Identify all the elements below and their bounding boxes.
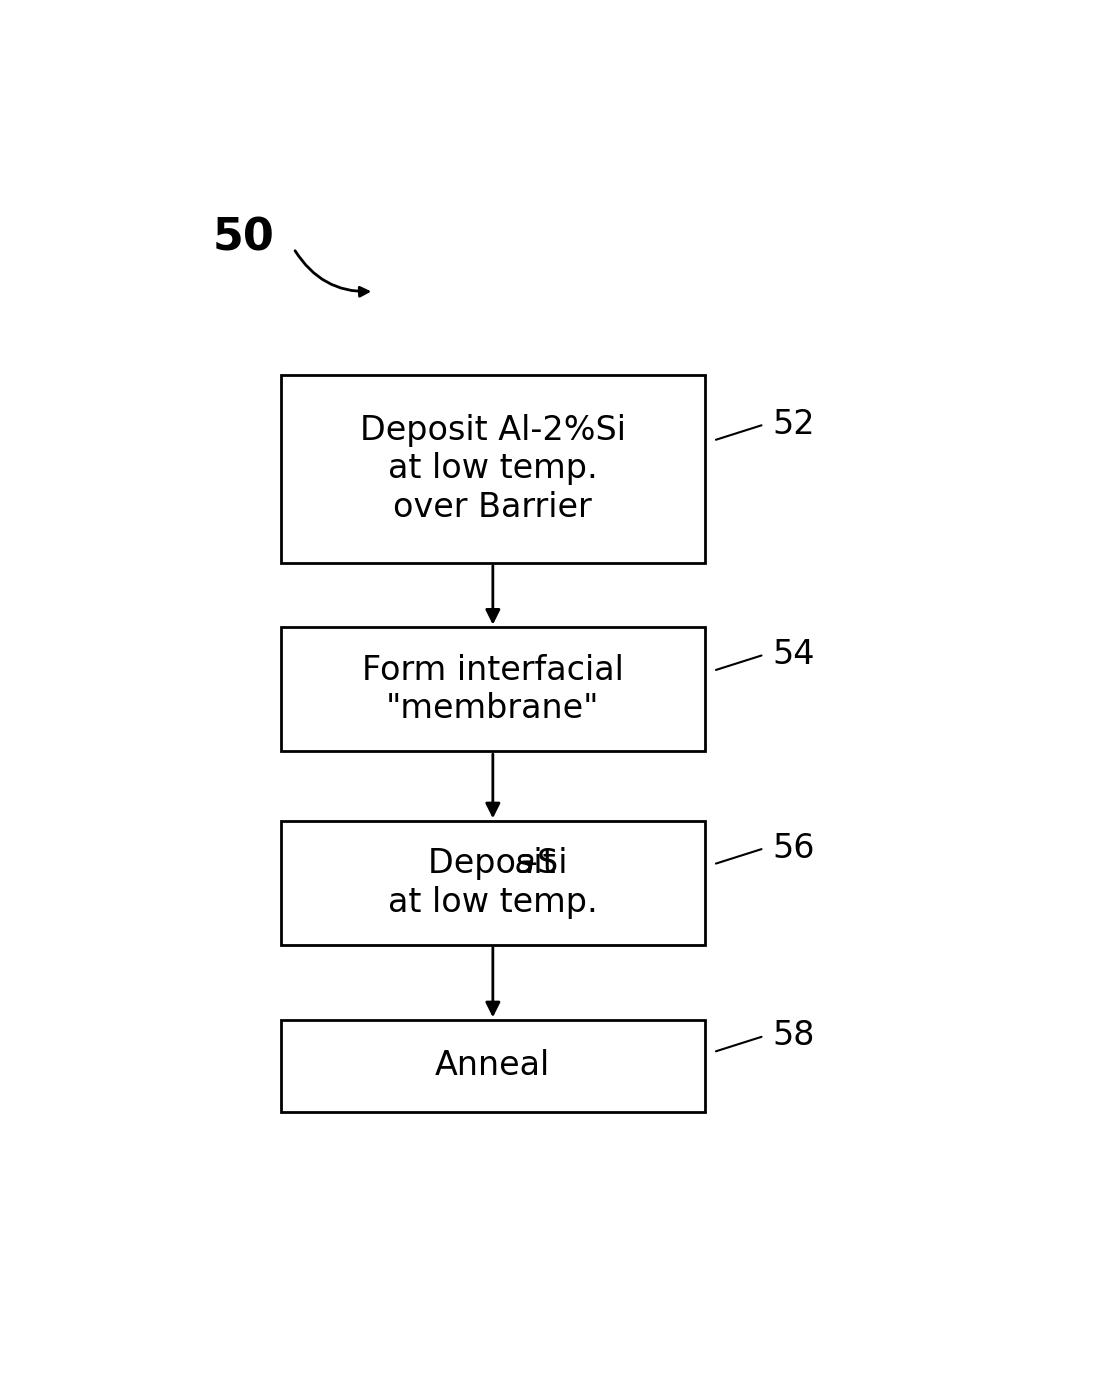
Text: -Si: -Si (525, 847, 568, 880)
Bar (281, 627, 705, 752)
Text: Form interfacial
"membrane": Form interfacial "membrane" (362, 654, 624, 725)
Text: 54: 54 (772, 638, 815, 671)
Text: Anneal: Anneal (435, 1049, 550, 1083)
Bar (281, 374, 705, 563)
Bar (281, 1020, 705, 1112)
Text: Deposit Al-2%Si
at low temp.
over Barrier: Deposit Al-2%Si at low temp. over Barrie… (360, 414, 626, 524)
Bar (281, 821, 705, 944)
Text: 50: 50 (213, 217, 275, 258)
Text: 58: 58 (772, 1020, 815, 1052)
Text: Deposit: Deposit (428, 847, 566, 880)
Text: a: a (514, 847, 535, 880)
Text: 56: 56 (772, 831, 815, 865)
Text: at low temp.: at low temp. (388, 886, 597, 919)
Text: 52: 52 (772, 408, 815, 441)
